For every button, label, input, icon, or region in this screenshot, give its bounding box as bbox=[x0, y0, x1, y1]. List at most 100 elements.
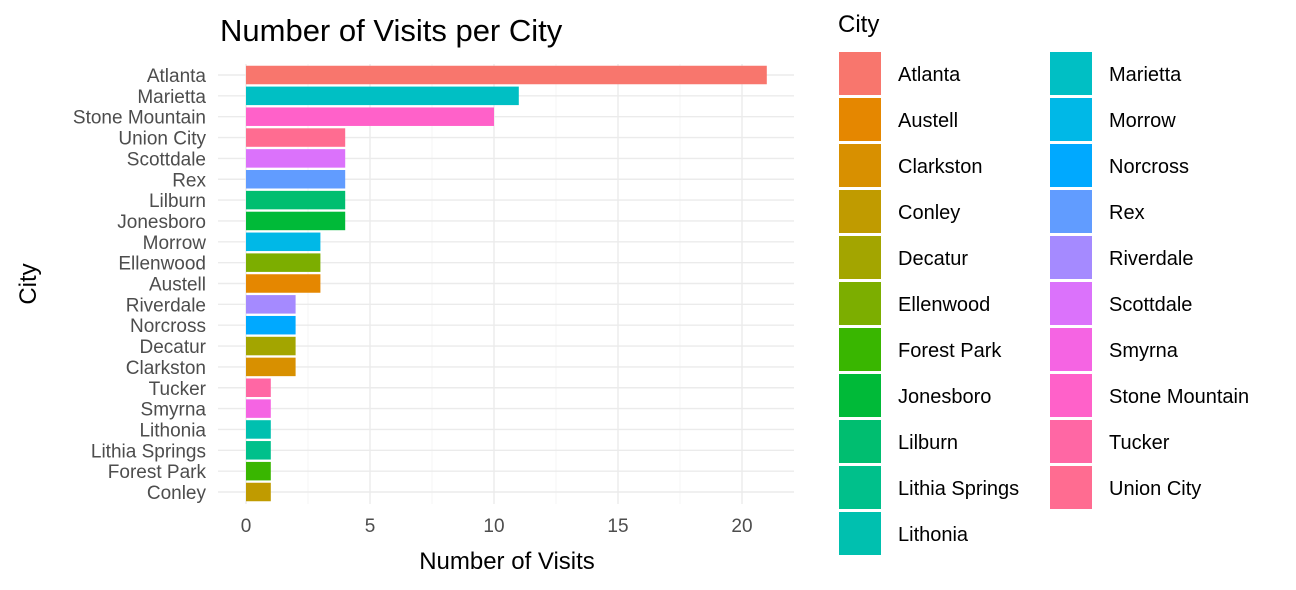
legend: Atlanta Austell Clarkston Conley Decatur Elle… bbox=[839, 52, 1249, 555]
legend-item: Morrow bbox=[1050, 98, 1176, 141]
y-tick-label: Austell bbox=[149, 275, 206, 296]
legend-label: Forest Park bbox=[898, 340, 1002, 362]
legend-item: Smyrna bbox=[1050, 328, 1179, 371]
legend-label: Scottdale bbox=[1109, 294, 1192, 316]
legend-item: Clarkston bbox=[839, 144, 982, 187]
y-tick-label: Tucker bbox=[149, 379, 207, 400]
y-tick-label: Conley bbox=[147, 483, 207, 504]
y-tick-label: Lithonia bbox=[139, 420, 206, 441]
y-tick-label: Stone Mountain bbox=[73, 108, 206, 129]
bar bbox=[246, 357, 296, 377]
bar bbox=[246, 482, 271, 502]
bar bbox=[246, 107, 494, 126]
legend-label: Morrow bbox=[1109, 110, 1176, 132]
bar bbox=[246, 399, 271, 418]
legend-label: Jonesboro bbox=[898, 386, 991, 408]
legend-label: Lithonia bbox=[898, 524, 969, 546]
bars bbox=[246, 65, 767, 502]
bar bbox=[246, 65, 767, 85]
legend-key bbox=[839, 512, 881, 555]
legend-label: Riverdale bbox=[1109, 248, 1193, 270]
legend-key bbox=[839, 190, 881, 233]
bar bbox=[246, 274, 321, 293]
legend-label: Marietta bbox=[1109, 64, 1182, 86]
y-tick-label: Norcross bbox=[130, 316, 206, 337]
y-tick-label: Smyrna bbox=[141, 400, 207, 421]
bar bbox=[246, 86, 519, 106]
legend-key bbox=[1050, 98, 1092, 141]
legend-item: Riverdale bbox=[1050, 236, 1193, 279]
legend-key bbox=[839, 52, 881, 95]
y-tick-label: Union City bbox=[118, 129, 206, 150]
x-tick-label: 15 bbox=[607, 516, 628, 537]
legend-key bbox=[1050, 190, 1092, 233]
legend-item: Conley bbox=[839, 190, 960, 233]
legend-item: Union City bbox=[1050, 466, 1201, 509]
legend-item: Ellenwood bbox=[839, 282, 990, 325]
y-tick-label: Marietta bbox=[137, 87, 206, 108]
y-tick-label: Scottdale bbox=[127, 149, 206, 170]
x-axis-tick-labels: 0 5 10 15 20 bbox=[241, 516, 753, 537]
legend-label: Stone Mountain bbox=[1109, 386, 1249, 408]
legend-item: Norcross bbox=[1050, 144, 1189, 187]
legend-title: City bbox=[838, 11, 879, 38]
legend-item: Scottdale bbox=[1050, 282, 1192, 325]
x-axis-title: Number of Visits bbox=[419, 548, 595, 575]
legend-key bbox=[839, 374, 881, 417]
legend-key bbox=[1050, 374, 1092, 417]
bar bbox=[246, 128, 346, 147]
y-tick-label: Atlanta bbox=[147, 66, 207, 87]
legend-key bbox=[839, 98, 881, 141]
legend-key bbox=[1050, 52, 1092, 95]
x-tick-label: 5 bbox=[365, 516, 376, 537]
x-tick-label: 10 bbox=[483, 516, 504, 537]
y-tick-label: Riverdale bbox=[126, 295, 206, 316]
legend-item: Marietta bbox=[1050, 52, 1182, 95]
y-tick-label: Morrow bbox=[143, 233, 207, 254]
y-tick-label: Ellenwood bbox=[118, 254, 206, 275]
bar bbox=[246, 378, 271, 397]
legend-label: Smyrna bbox=[1109, 340, 1179, 362]
legend-label: Rex bbox=[1109, 202, 1145, 224]
bar bbox=[246, 190, 346, 210]
legend-label: Union City bbox=[1109, 478, 1201, 500]
legend-key bbox=[839, 236, 881, 279]
legend-key bbox=[839, 466, 881, 509]
bar bbox=[246, 170, 346, 189]
legend-label: Conley bbox=[898, 202, 960, 224]
x-tick-label: 0 bbox=[241, 516, 252, 537]
y-tick-label: Lilburn bbox=[149, 191, 206, 212]
y-tick-label: Decatur bbox=[139, 337, 206, 358]
legend-label: Clarkston bbox=[898, 156, 982, 178]
legend-key bbox=[1050, 236, 1092, 279]
legend-item: Forest Park bbox=[839, 328, 1002, 371]
bar bbox=[246, 211, 346, 231]
bar bbox=[246, 336, 296, 356]
legend-item: Stone Mountain bbox=[1050, 374, 1249, 417]
legend-key bbox=[839, 144, 881, 187]
legend-item: Rex bbox=[1050, 190, 1145, 233]
x-tick-label: 20 bbox=[731, 516, 752, 537]
legend-key bbox=[1050, 144, 1092, 187]
y-tick-label: Lithia Springs bbox=[91, 441, 206, 462]
legend-item: Decatur bbox=[839, 236, 968, 279]
y-tick-label: Rex bbox=[172, 170, 206, 191]
y-axis-title: City bbox=[15, 263, 42, 304]
legend-label: Decatur bbox=[898, 248, 968, 270]
legend-item: Lilburn bbox=[839, 420, 958, 463]
bar bbox=[246, 315, 296, 335]
legend-key bbox=[1050, 282, 1092, 325]
chart-title: Number of Visits per City bbox=[220, 13, 563, 48]
legend-key bbox=[839, 282, 881, 325]
legend-key bbox=[1050, 466, 1092, 509]
legend-label: Atlanta bbox=[898, 64, 961, 86]
legend-key bbox=[1050, 420, 1092, 463]
legend-label: Austell bbox=[898, 110, 958, 132]
legend-label: Ellenwood bbox=[898, 294, 990, 316]
y-tick-label: Forest Park bbox=[108, 462, 207, 483]
legend-label: Tucker bbox=[1109, 432, 1170, 454]
legend-item: Jonesboro bbox=[839, 374, 991, 417]
bar bbox=[246, 149, 346, 168]
